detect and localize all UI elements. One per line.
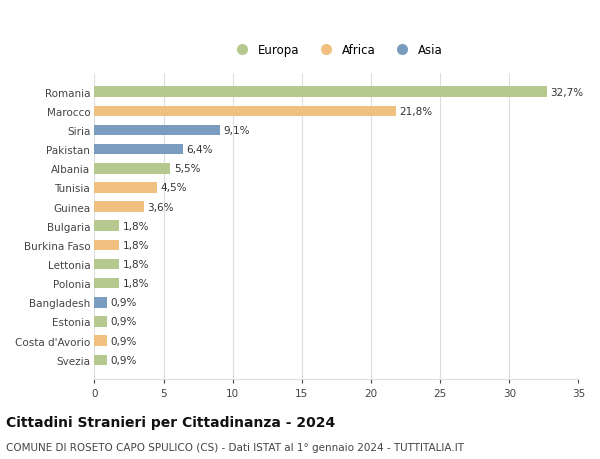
Text: 1,8%: 1,8% [123, 259, 149, 269]
Bar [94, 297, 107, 308]
Text: COMUNE DI ROSETO CAPO SPULICO (CS) - Dati ISTAT al 1° gennaio 2024 - TUTTITALIA.: COMUNE DI ROSETO CAPO SPULICO (CS) - Dat… [6, 442, 464, 452]
Text: 21,8%: 21,8% [400, 106, 433, 117]
Bar [94, 145, 183, 155]
Bar [94, 221, 119, 231]
Text: 1,8%: 1,8% [123, 221, 149, 231]
Legend: Europa, Africa, Asia: Europa, Africa, Asia [225, 39, 448, 62]
Text: 3,6%: 3,6% [148, 202, 174, 212]
Text: 32,7%: 32,7% [550, 88, 583, 97]
Bar [94, 278, 119, 289]
Text: Cittadini Stranieri per Cittadinanza - 2024: Cittadini Stranieri per Cittadinanza - 2… [6, 415, 335, 429]
Text: 5,5%: 5,5% [174, 164, 200, 174]
Bar [94, 125, 220, 136]
Text: 9,1%: 9,1% [224, 126, 250, 136]
Text: 6,4%: 6,4% [187, 145, 213, 155]
Text: 0,9%: 0,9% [110, 317, 137, 327]
Text: 1,8%: 1,8% [123, 241, 149, 250]
Bar [94, 106, 396, 117]
Bar [94, 87, 547, 98]
Text: 4,5%: 4,5% [160, 183, 187, 193]
Text: 0,9%: 0,9% [110, 355, 137, 365]
Text: 0,9%: 0,9% [110, 336, 137, 346]
Bar [94, 336, 107, 346]
Bar [94, 164, 170, 174]
Bar [94, 317, 107, 327]
Bar [94, 202, 144, 213]
Text: 1,8%: 1,8% [123, 279, 149, 289]
Bar [94, 259, 119, 270]
Bar [94, 240, 119, 251]
Bar [94, 355, 107, 365]
Bar [94, 183, 157, 193]
Text: 0,9%: 0,9% [110, 298, 137, 308]
